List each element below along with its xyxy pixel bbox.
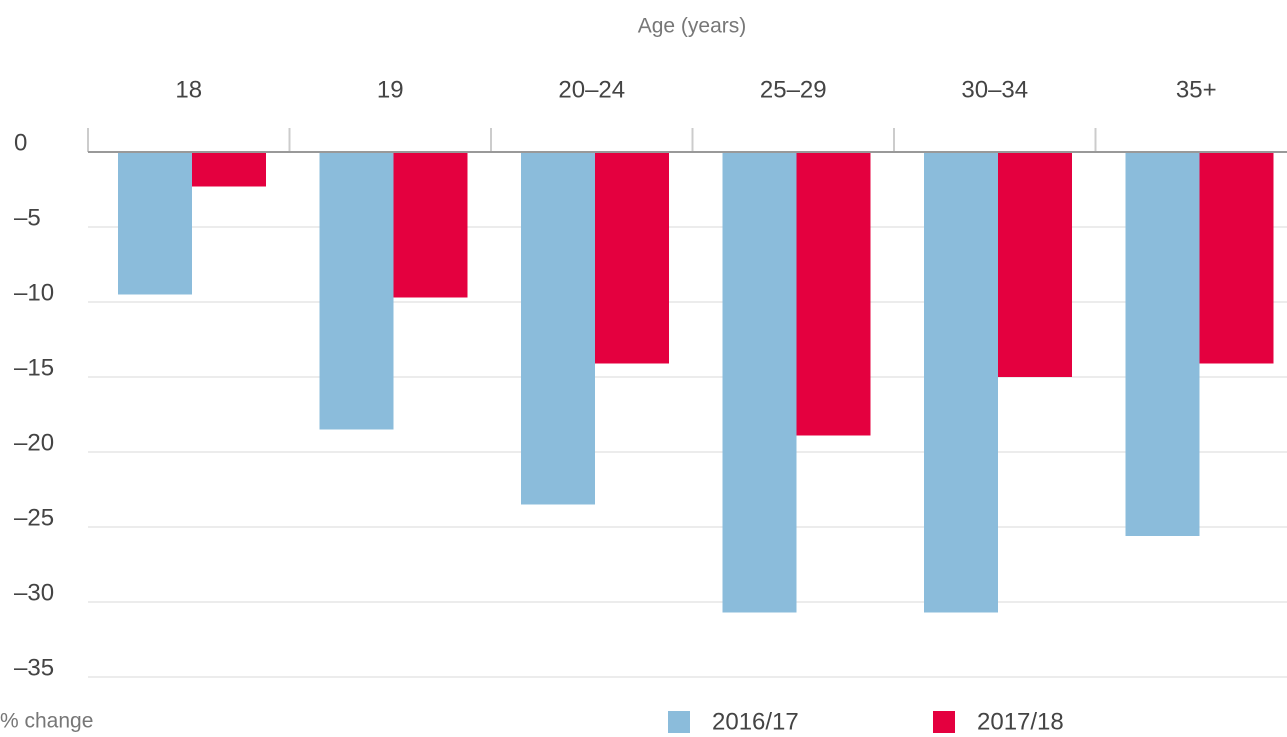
y-tick-label: –35: [14, 654, 54, 681]
bar: [118, 152, 192, 295]
x-tick-label: 18: [175, 76, 202, 103]
bar: [1125, 152, 1200, 536]
y-tick-label: –30: [14, 579, 54, 606]
bar: [924, 152, 998, 613]
y-tick-label: 0: [14, 129, 27, 156]
bar: [722, 152, 797, 613]
y-tick-label: –5: [14, 204, 41, 231]
bar: [393, 152, 468, 298]
bar: [796, 152, 871, 436]
y-tick-label: –15: [14, 354, 54, 381]
y-axis-label: % change: [0, 710, 93, 733]
bar: [521, 152, 595, 505]
bar: [998, 152, 1072, 377]
legend-label: 2017/18: [977, 708, 1064, 735]
legend-swatch: [668, 711, 690, 733]
y-tick-label: –25: [14, 504, 54, 531]
bar: [595, 152, 669, 364]
bar: [1199, 152, 1274, 364]
x-axis-label: Age (years): [638, 15, 747, 38]
x-tick-label: 20–24: [558, 76, 625, 103]
bar: [319, 152, 394, 430]
bar: [192, 152, 266, 187]
y-tick-label: –10: [14, 279, 54, 306]
legend-label: 2016/17: [712, 708, 799, 735]
x-tick-label: 35+: [1176, 76, 1217, 103]
legend-swatch: [933, 711, 955, 733]
x-tick-label: 25–29: [760, 76, 827, 103]
x-tick-label: 30–34: [961, 76, 1028, 103]
x-tick-label: 19: [377, 76, 404, 103]
y-tick-label: –20: [14, 429, 54, 456]
